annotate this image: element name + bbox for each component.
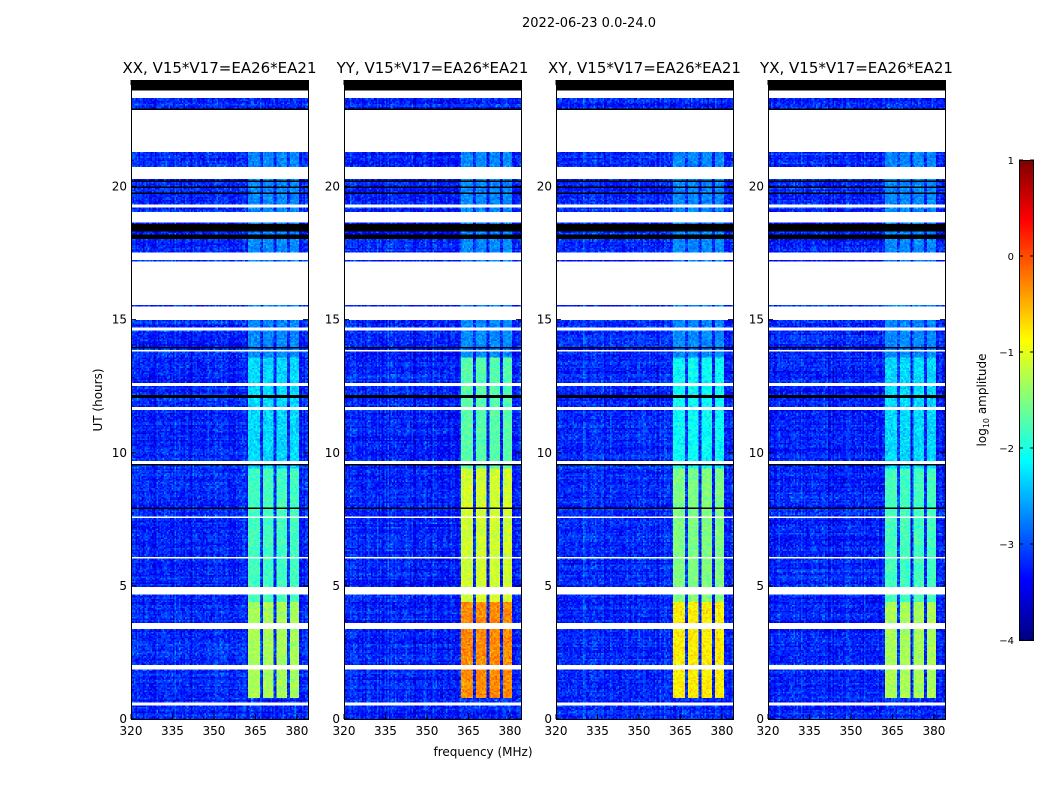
- heatmap-panel-3: [768, 80, 945, 719]
- x-tick-label: 320: [333, 724, 356, 738]
- panel-frame-2: [556, 80, 734, 720]
- colorbar-tick-label: −3: [999, 540, 1014, 551]
- y-tick-label: 15: [325, 313, 340, 327]
- y-tick-label: 15: [537, 313, 552, 327]
- panel-frame-1: [344, 80, 522, 720]
- y-tick-label: 10: [325, 446, 340, 460]
- panel-title-3: YX, V15*V17=EA26*EA21: [759, 59, 953, 77]
- x-tick-label: 320: [120, 724, 143, 738]
- x-tick-label: 335: [374, 724, 397, 738]
- colorbar-tick-label: −2: [999, 444, 1014, 455]
- x-tick-label: 365: [244, 724, 267, 738]
- x-tick-label: 365: [457, 724, 480, 738]
- panel-title-0: XX, V15*V17=EA26*EA21: [122, 59, 316, 77]
- y-tick-label: 20: [325, 180, 340, 194]
- x-tick-label: 350: [840, 724, 863, 738]
- y-tick-label: 5: [756, 579, 764, 593]
- y-tick-label: 0: [332, 712, 340, 726]
- x-tick-label: 365: [669, 724, 692, 738]
- x-tick-label: 380: [710, 724, 733, 738]
- heatmap-panel-0: [131, 80, 308, 719]
- y-tick-label: 20: [112, 180, 127, 194]
- x-tick-label: 365: [881, 724, 904, 738]
- y-tick-label: 5: [332, 579, 340, 593]
- y-axis-label: UT (hours): [91, 368, 105, 431]
- y-tick-label: 15: [749, 313, 764, 327]
- x-axis-label: frequency (MHz): [433, 745, 532, 759]
- panel-frame-0: [131, 80, 309, 720]
- colorbar-tick-label: 1: [1008, 156, 1014, 167]
- y-tick-label: 10: [749, 446, 764, 460]
- x-tick-label: 380: [922, 724, 945, 738]
- colorbar-tick-label: −4: [999, 636, 1014, 647]
- colorbar-label-sub: 10: [982, 418, 991, 428]
- x-tick-label: 335: [161, 724, 184, 738]
- y-tick-label: 0: [756, 712, 764, 726]
- figure-title: 2022-06-23 0.0-24.0: [522, 16, 656, 31]
- y-tick-label: 0: [119, 712, 127, 726]
- heatmap-panel-1: [344, 80, 521, 719]
- x-tick-label: 350: [203, 724, 226, 738]
- colorbar-tick-label: −1: [999, 348, 1014, 359]
- x-tick-label: 320: [545, 724, 568, 738]
- x-tick-label: 380: [498, 724, 521, 738]
- x-tick-label: 335: [798, 724, 821, 738]
- panel-frame-3: [768, 80, 946, 720]
- colorbar-label-rest: amplitude: [975, 354, 989, 418]
- y-tick-label: 10: [537, 446, 552, 460]
- colorbar: [1019, 160, 1034, 640]
- panel-title-1: YY, V15*V17=EA26*EA21: [336, 59, 529, 77]
- y-tick-label: 20: [749, 180, 764, 194]
- y-tick-label: 15: [112, 313, 127, 327]
- colorbar-label: log10 amplitude: [975, 354, 991, 447]
- y-tick-label: 5: [119, 579, 127, 593]
- panel-title-2: XY, V15*V17=EA26*EA21: [548, 59, 741, 77]
- colorbar-frame: [1019, 160, 1034, 641]
- x-tick-label: 380: [285, 724, 308, 738]
- y-tick-label: 5: [544, 579, 552, 593]
- colorbar-tick-label: 0: [1008, 252, 1014, 263]
- heatmap-panel-2: [556, 80, 733, 719]
- x-tick-label: 335: [586, 724, 609, 738]
- y-tick-label: 0: [544, 712, 552, 726]
- y-tick-label: 10: [112, 446, 127, 460]
- y-tick-label: 20: [537, 180, 552, 194]
- x-tick-label: 350: [416, 724, 439, 738]
- x-tick-label: 320: [757, 724, 780, 738]
- colorbar-label-base: log: [975, 428, 989, 446]
- x-tick-label: 350: [628, 724, 651, 738]
